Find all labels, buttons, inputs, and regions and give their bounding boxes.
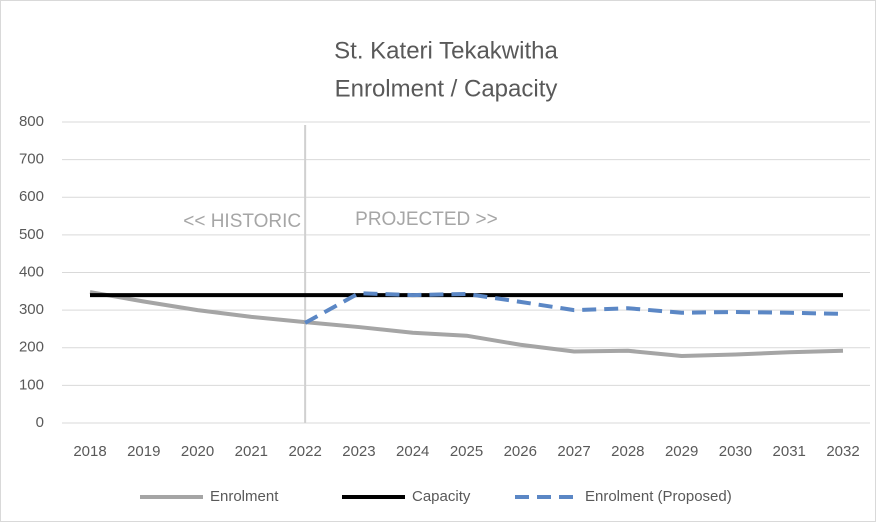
y-tick-label: 100: [19, 376, 44, 393]
x-tick-label: 2023: [342, 443, 375, 460]
y-tick-label: 700: [19, 151, 44, 168]
x-tick-label: 2025: [450, 443, 483, 460]
series-line: [89, 290, 844, 359]
y-tick-label: 0: [36, 414, 44, 431]
y-tick-label: 600: [19, 188, 44, 205]
legend-label: Enrolment (Proposed): [585, 488, 732, 505]
annotation: << HISTORIC: [183, 211, 301, 232]
legend-label: Enrolment: [210, 488, 279, 505]
y-tick-label: 800: [19, 113, 44, 130]
x-tick-label: 2024: [396, 443, 429, 460]
x-tick-label: 2027: [557, 443, 590, 460]
y-tick-label: 300: [19, 301, 44, 318]
legend-label: Capacity: [412, 488, 471, 505]
x-tick-label: 2031: [773, 443, 806, 460]
annotation: PROJECTED >>: [355, 209, 498, 230]
x-tick-label: 2030: [719, 443, 752, 460]
y-tick-label: 200: [19, 339, 44, 356]
series-line: [304, 291, 844, 325]
chart-title: St. Kateri Tekakwitha: [334, 37, 558, 64]
chart-title: Enrolment / Capacity: [335, 75, 558, 102]
x-tick-label: 2032: [826, 443, 859, 460]
y-tick-label: 400: [19, 263, 44, 280]
x-tick-label: 2021: [235, 443, 268, 460]
x-tick-label: 2026: [504, 443, 537, 460]
x-tick-label: 2022: [288, 443, 321, 460]
x-tick-label: 2020: [181, 443, 214, 460]
x-tick-label: 2018: [73, 443, 106, 460]
x-tick-label: 2019: [127, 443, 160, 460]
x-tick-label: 2029: [665, 443, 698, 460]
y-tick-label: 500: [19, 226, 44, 243]
x-tick-label: 2028: [611, 443, 644, 460]
